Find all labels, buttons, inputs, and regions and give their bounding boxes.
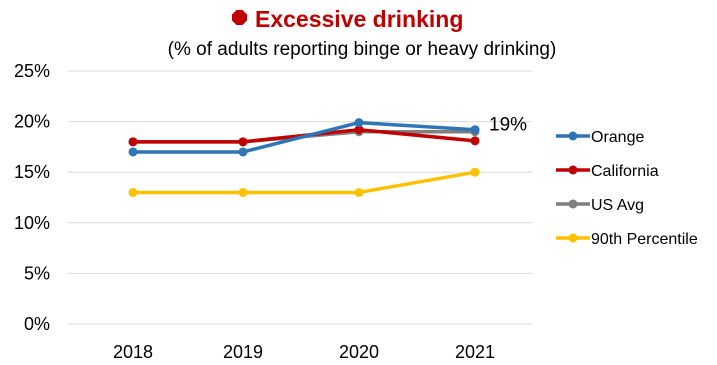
chart-title: Excessive drinking — [255, 6, 463, 32]
y-tick-label: 25% — [14, 61, 50, 81]
gridlines — [68, 70, 532, 325]
x-axis-ticks: 2018 2019 2020 2021 — [113, 342, 495, 362]
legend-marker — [568, 233, 578, 243]
data-point-90th-percentile — [470, 167, 480, 177]
x-tick-label: 2019 — [223, 342, 263, 362]
y-tick-label: 10% — [14, 213, 50, 233]
data-point-orange — [128, 147, 138, 157]
legend-item-california: California — [556, 163, 659, 180]
y-tick-label: 20% — [14, 112, 50, 132]
legend-item-90th-percentile: 90th Percentile — [556, 231, 698, 248]
legend-marker — [568, 165, 578, 175]
legend: Orange California US Avg 90th Percentile — [556, 129, 698, 248]
data-label: 19% — [489, 115, 527, 136]
legend-item-orange: Orange — [556, 129, 644, 146]
y-tick-label: 5% — [24, 263, 50, 283]
data-point-90th-percentile — [354, 187, 364, 197]
legend-label: 90th Percentile — [591, 231, 698, 248]
series-line-90th-percentile — [133, 170, 476, 195]
data-point-california — [354, 125, 364, 135]
data-point-california — [470, 136, 480, 146]
legend-marker — [568, 199, 578, 209]
x-tick-label: 2020 — [339, 342, 379, 362]
data-point-90th-percentile — [128, 187, 138, 197]
data-point-90th-percentile — [238, 187, 248, 197]
legend-label: California — [591, 163, 659, 180]
chart-subtitle: (% of adults reporting binge or heavy dr… — [168, 39, 557, 60]
y-tick-label: 0% — [24, 314, 50, 334]
y-axis-ticks: 0% 5% 10% 15% 20% 25% — [14, 61, 50, 334]
data-point-california — [238, 137, 248, 147]
legend-marker — [568, 131, 578, 141]
x-tick-label: 2021 — [455, 342, 495, 362]
stop-sign-icon — [232, 10, 247, 25]
legend-item-us-avg: US Avg — [556, 197, 644, 214]
x-tick-label: 2018 — [113, 342, 153, 362]
series-line-orange — [133, 120, 476, 154]
data-point-orange — [354, 118, 364, 128]
data-point-orange — [470, 125, 480, 135]
legend-label: US Avg — [591, 197, 644, 214]
series-orange — [128, 118, 480, 157]
data-point-california — [128, 137, 138, 147]
plot-area — [128, 118, 480, 197]
y-tick-label: 15% — [14, 162, 50, 182]
data-point-orange — [238, 147, 248, 157]
series-90th-percentile — [128, 167, 480, 197]
annotations: 19% — [489, 115, 527, 136]
chart-title-group: Excessive drinking — [232, 6, 463, 32]
legend-label: Orange — [591, 129, 644, 146]
